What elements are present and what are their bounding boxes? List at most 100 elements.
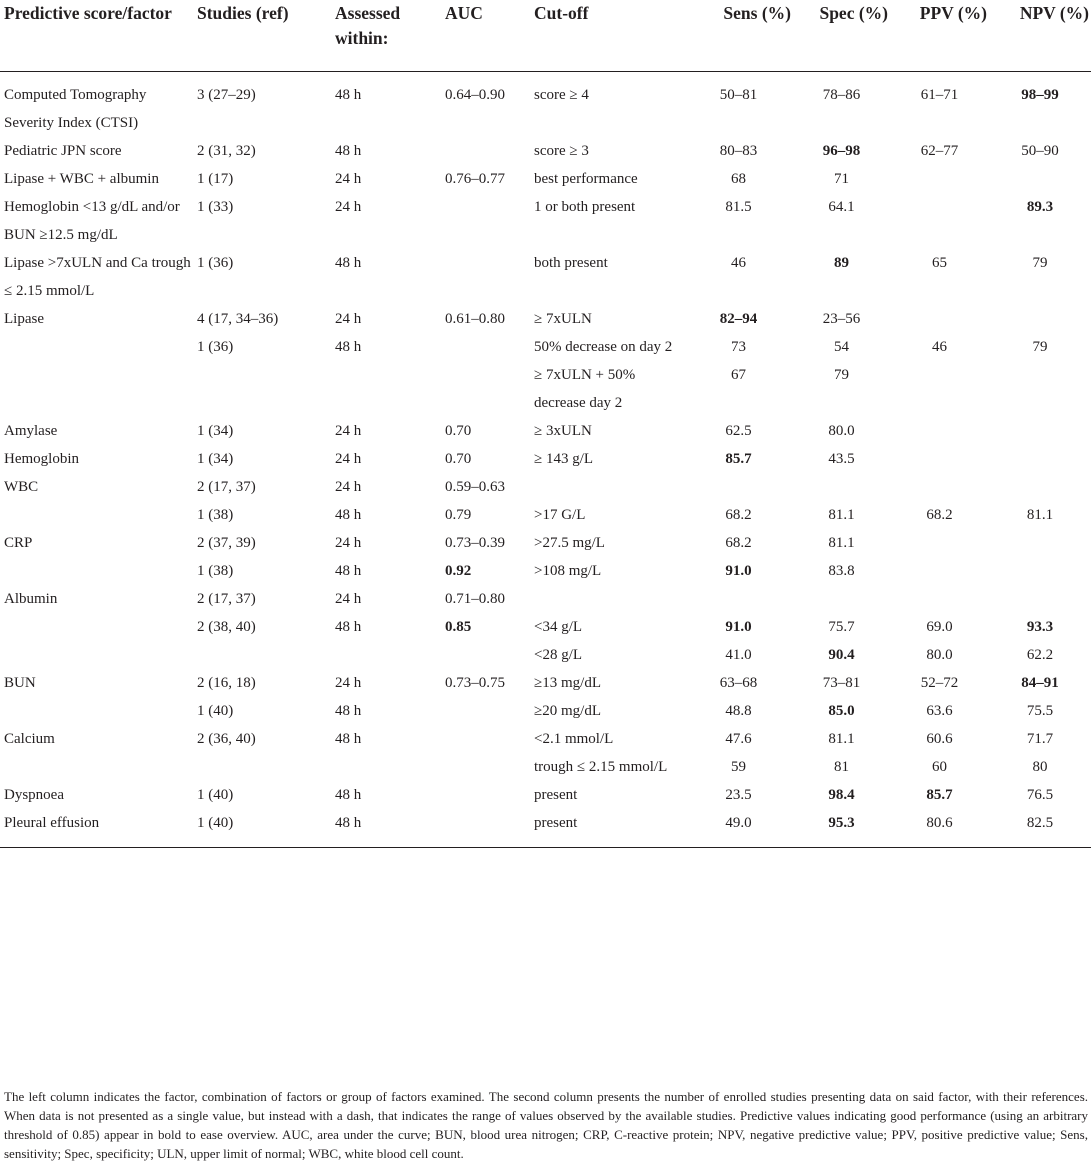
cell-spec: 43.5 — [828, 451, 855, 467]
cell-cutoff: ≥20 mg/dL — [534, 703, 601, 719]
header-assessed: Assessed within: — [335, 0, 445, 72]
cell-spec: 81.1 — [828, 507, 855, 523]
cell-npv — [989, 585, 1091, 613]
cell-studies: 1 (40) — [197, 703, 234, 719]
cell-spec: 64.1 — [828, 199, 855, 215]
cell-cutoff: ≥ 143 g/L — [534, 451, 594, 467]
cell-sens: 81.5 — [725, 199, 752, 215]
cell-ppv — [890, 473, 989, 501]
cell-studies: 3 (27–29) — [197, 87, 256, 103]
cell-studies: 1 (34) — [197, 423, 234, 439]
cell-factor: CRP — [4, 535, 33, 551]
header-auc: AUC — [445, 0, 534, 72]
cell-auc — [445, 725, 534, 753]
cell-studies: 1 (38) — [197, 563, 234, 579]
header-factor: Predictive score/factor — [0, 0, 197, 72]
cell-spec: 95.3 — [793, 809, 890, 848]
cell-factor — [0, 697, 197, 725]
cell-auc — [445, 249, 534, 305]
cell-studies: 1 (40) — [197, 809, 335, 848]
cell-studies: 1 (38) — [197, 507, 234, 523]
cell-cutoff — [534, 473, 684, 501]
table-footnote: The left column indicates the factor, co… — [4, 1089, 1088, 1161]
predictive-factors-table: Predictive score/factor Studies (ref) As… — [0, 0, 1091, 848]
cell-npv: 75.5 — [1026, 703, 1054, 719]
cell-npv — [989, 557, 1091, 585]
cell-factor — [0, 753, 197, 781]
cell-sens: 91.0 — [725, 619, 752, 635]
cell-factor: Dyspnoea — [4, 787, 64, 803]
cell-assessed — [335, 753, 445, 781]
cell-npv: 50–90 — [1021, 143, 1059, 159]
cell-npv: 98–99 — [1021, 87, 1059, 103]
cell-assessed: 48 h — [335, 507, 362, 523]
cell-spec: 71 — [834, 171, 849, 187]
cell-assessed: 48 h — [335, 563, 362, 579]
table-row: Hemoglobin <13 g/dL and/or BUN ≥12.5 mg/… — [0, 193, 1091, 249]
table-row: Hemoglobin 1 (34) 24 h 0.70 ≥ 143 g/L 85.7 43.… — [0, 445, 1091, 473]
table-row: trough ≤ 2.15 mmol/L 59 81 60 80 — [0, 753, 1091, 781]
cell-auc: 0.64–0.90 — [445, 87, 505, 103]
cell-factor: WBC — [4, 479, 39, 495]
cell-npv — [989, 305, 1091, 333]
cell-npv — [989, 529, 1091, 557]
cell-auc — [445, 193, 534, 249]
cell-spec: 80.0 — [828, 423, 855, 439]
cell-factor — [0, 501, 197, 529]
cell-npv: 84–91 — [1021, 675, 1059, 691]
cell-spec: 98.4 — [828, 787, 855, 803]
cell-studies: 1 (34) — [197, 451, 234, 467]
cell-cutoff: >108 mg/L — [534, 563, 602, 579]
cell-auc — [445, 753, 534, 781]
cell-auc — [445, 809, 534, 848]
cell-sens: 73 — [731, 339, 746, 355]
cell-spec: 78–86 — [822, 87, 861, 103]
cell-assessed: 24 h — [335, 311, 362, 327]
table-row: Amylase 1 (34) 24 h 0.70 ≥ 3xULN 62.5 80.0 — [0, 417, 1091, 445]
cell-cutoff: present — [534, 787, 578, 803]
cell-sens: 59 — [731, 759, 746, 775]
cell-sens: 49.0 — [684, 809, 793, 848]
cell-cutoff: ≥13 mg/dL — [534, 675, 601, 691]
cell-factor: Hemoglobin — [4, 451, 79, 467]
cell-factor: Lipase >7xULN and Ca trough ≤ 2.15 mmol/… — [4, 255, 191, 299]
cell-npv: 82.5 — [989, 809, 1091, 848]
cell-sens: 67 — [731, 367, 746, 383]
cell-assessed: 48 h — [335, 255, 362, 271]
cell-ppv: 80.0 — [926, 647, 953, 663]
cell-factor — [0, 361, 197, 417]
cell-auc: 0.92 — [445, 563, 472, 579]
cell-studies: 1 (17) — [197, 171, 234, 187]
cell-sens: 68.2 — [725, 535, 752, 551]
cell-sens: 68 — [731, 171, 746, 187]
cell-auc: 0.70 — [445, 423, 472, 439]
cell-auc — [445, 361, 534, 417]
cell-ppv: 61–71 — [920, 87, 959, 103]
cell-auc — [445, 641, 534, 669]
cell-sens: 68.2 — [725, 507, 752, 523]
cell-assessed: 48 h — [335, 703, 362, 719]
cell-cutoff: score ≥ 3 — [534, 143, 589, 159]
cell-auc — [445, 781, 534, 809]
cell-npv: 81.1 — [1026, 507, 1054, 523]
table-row: Dyspnoea 1 (40) 48 h present 23.5 98.4 85.7 76.… — [0, 781, 1091, 809]
cell-ppv — [890, 361, 989, 417]
cell-assessed: 24 h — [335, 423, 362, 439]
cell-cutoff: ≥ 7xULN — [534, 311, 592, 327]
cell-factor — [0, 613, 197, 641]
cell-npv — [989, 165, 1091, 193]
cell-sens: 85.7 — [725, 451, 752, 467]
cell-sens: 91.0 — [725, 563, 752, 579]
cell-assessed: 24 h — [335, 479, 362, 495]
table-row: 1 (38) 48 h 0.92 >108 mg/L 91.0 83.8 — [0, 557, 1091, 585]
table-row: BUN 2 (16, 18) 24 h 0.73–0.75 ≥13 mg/dL 63–68… — [0, 669, 1091, 697]
cell-ppv: 85.7 — [926, 787, 953, 803]
cell-ppv — [890, 305, 989, 333]
cell-ppv — [890, 529, 989, 557]
cell-spec: 79 — [834, 367, 849, 383]
cell-ppv — [890, 193, 989, 249]
cell-studies: 2 (17, 37) — [197, 479, 256, 495]
cell-studies: 1 (36) — [197, 339, 234, 355]
cell-cutoff: <2.1 mmol/L — [534, 731, 614, 747]
cell-factor — [0, 333, 197, 361]
